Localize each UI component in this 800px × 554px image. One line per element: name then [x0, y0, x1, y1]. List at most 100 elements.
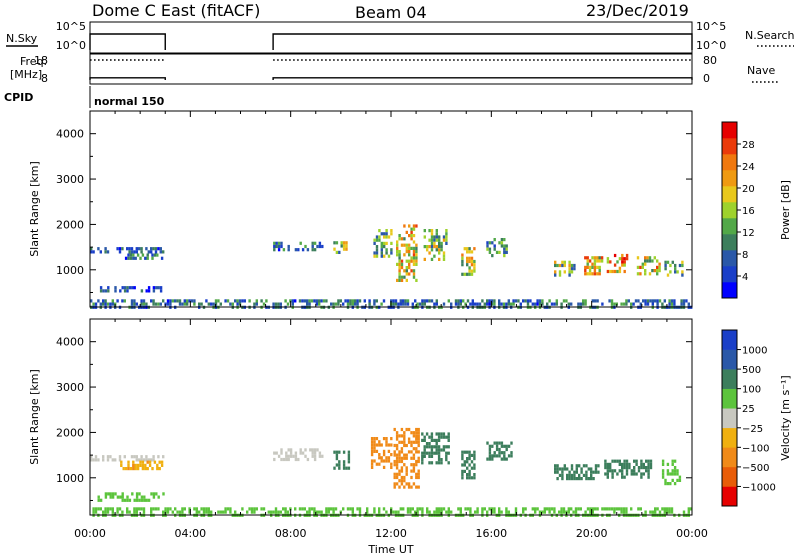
velocity-cell-12: [676, 472, 679, 476]
velocity-cell-13: [253, 510, 256, 514]
velocity-cell-5: [378, 453, 381, 457]
power-cell-15: [356, 302, 359, 306]
velocity-cell-6: [412, 466, 416, 470]
power-cell-11: [596, 265, 599, 269]
power-cell-4: [335, 241, 339, 245]
velocity-cell-6: [405, 453, 408, 457]
velocity-cell-13: [303, 507, 306, 511]
velocity-cell-6: [400, 482, 404, 486]
velocity-cell-6: [393, 450, 396, 454]
power-cell-15: [140, 302, 143, 306]
power-cell-7: [426, 245, 429, 249]
power-cell-3: [280, 244, 283, 249]
velocity-cell-1: [141, 460, 145, 464]
velocity-cell-9: [503, 451, 506, 455]
velocity-cell-13: [133, 510, 136, 514]
velocity-cell-5: [382, 459, 386, 463]
power-cell-9: [488, 250, 492, 254]
velocity-cell-9: [503, 457, 506, 461]
power-cell-15: [450, 302, 453, 306]
power-cell-15: [656, 302, 659, 306]
velocity-cell-1: [120, 463, 123, 467]
velocity-cell-7: [421, 461, 424, 465]
velocity-colorbar-tick-label: 25: [742, 404, 755, 415]
velocity-cell-10: [570, 464, 574, 468]
velocity-cell-11: [647, 469, 650, 473]
power-cell-15: [570, 302, 573, 306]
power-cell-7: [445, 238, 448, 242]
velocity-cell-13: [325, 507, 328, 511]
velocity-cell-9: [493, 454, 496, 458]
velocity-cell-6: [393, 459, 396, 464]
power-cell-15: [457, 302, 460, 306]
velocity-cell-6: [412, 447, 416, 451]
velocity-cell-1: [151, 467, 154, 471]
power-cell-15: [363, 299, 366, 303]
velocity-cell-13: [219, 510, 222, 514]
velocity-cell-13: [603, 507, 606, 511]
velocity-cell-13: [548, 507, 551, 511]
power-cell-6: [405, 250, 408, 254]
power-cell-15: [104, 302, 107, 306]
velocity-cell-6: [405, 466, 408, 470]
velocity-cell-0: [123, 455, 126, 459]
power-cell-15: [193, 302, 196, 306]
power-cell-13: [641, 262, 644, 266]
power-cell-13: [641, 265, 644, 269]
power-cell-12: [618, 266, 622, 270]
y-tick-label: 1000: [56, 472, 84, 485]
velocity-cell-10: [570, 467, 574, 471]
velocity-cell-13: [253, 507, 256, 511]
velocity-cell-13: [99, 507, 102, 511]
velocity-cell-1: [160, 463, 164, 467]
power-cell-6: [398, 253, 401, 257]
velocity-cell-13: [392, 510, 395, 514]
velocity-cell-6: [395, 482, 399, 486]
velocity-cell-9: [488, 457, 492, 461]
nave-tick-bottom: 0: [703, 72, 710, 85]
power-cell-15: [234, 299, 237, 303]
power-cell-15: [584, 299, 587, 303]
velocity-cell-11: [613, 469, 617, 473]
power-cell-9: [488, 241, 492, 245]
velocity-cell-7: [435, 442, 438, 446]
velocity-cell-2: [133, 498, 136, 502]
velocity-cell-13: [378, 507, 381, 511]
velocity-cell-6: [395, 459, 399, 464]
power-cell-5: [375, 245, 379, 249]
velocity-cell-10: [578, 477, 581, 481]
power-cell-15: [526, 299, 530, 303]
power-cell-6: [398, 237, 401, 241]
power-cell-6: [412, 224, 416, 228]
power-cell-11: [593, 256, 597, 260]
velocity-cell-6: [410, 440, 413, 444]
velocity-cell-8: [463, 460, 466, 464]
power-cell-0: [154, 250, 158, 254]
power-cell-6: [405, 266, 408, 270]
velocity-cell-3: [309, 448, 312, 452]
power-cell-11: [586, 272, 589, 276]
velocity-cell-2: [97, 498, 100, 502]
velocity-cell-12: [671, 469, 674, 473]
velocity-cell-5: [390, 437, 393, 441]
velocity-cell-7: [447, 438, 450, 442]
power-cell-3: [318, 244, 322, 249]
time-tick-label: 04:00: [174, 527, 206, 540]
power-cell-15: [538, 299, 542, 303]
power-cell-7: [433, 241, 436, 245]
velocity-cell-13: [279, 510, 282, 514]
velocity-cell-11: [642, 462, 645, 466]
velocity-cell-10: [590, 477, 593, 481]
velocity-cell-7: [437, 458, 441, 462]
velocity-cell-4: [338, 460, 341, 464]
power-cell-5: [373, 251, 376, 255]
velocity-cell-11: [623, 475, 626, 479]
power-cell-15: [342, 302, 345, 306]
power-cell-2: [147, 289, 151, 293]
power-cell-5: [378, 238, 381, 242]
power-cell-15: [322, 299, 326, 303]
power-cell-5: [385, 229, 388, 233]
power-cell-1: [132, 256, 135, 260]
velocity-cell-5: [382, 453, 386, 457]
power-cell-15: [154, 302, 158, 306]
